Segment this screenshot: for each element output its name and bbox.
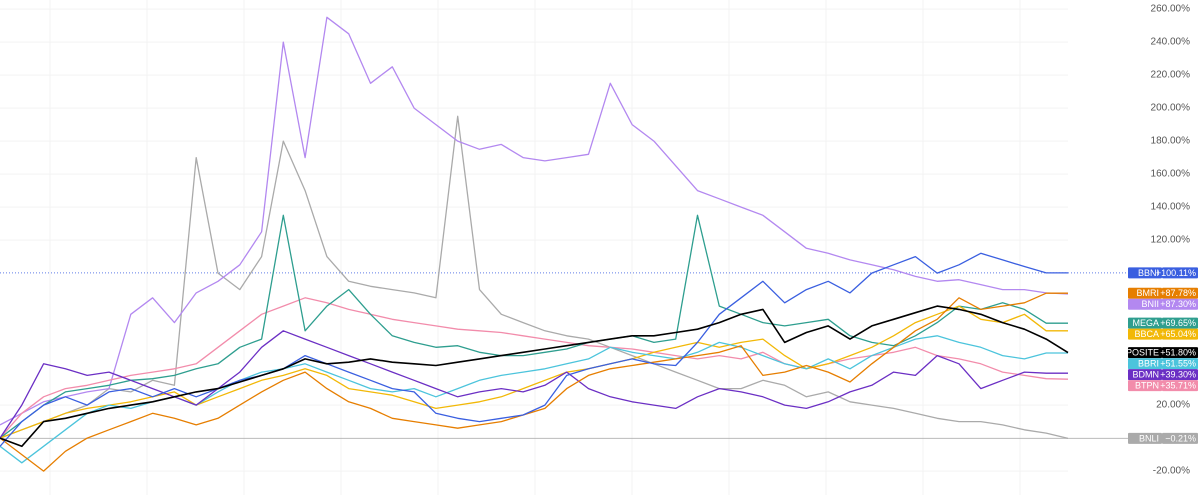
label-name-box <box>1128 298 1162 310</box>
label-name-box <box>1128 328 1162 340</box>
label-value-box <box>1162 317 1198 329</box>
label-value-box <box>1162 298 1198 310</box>
value-label: +51.55% <box>1160 358 1196 368</box>
series-end-label: BBNI+100.11% <box>1128 267 1198 279</box>
series-end-label: BDMN +39.30% <box>1128 369 1198 381</box>
series-line <box>0 297 1069 439</box>
series-line <box>0 115 1069 440</box>
label-value-box <box>1162 432 1198 444</box>
legend-label: BBCA <box>1134 329 1159 339</box>
legend-label: BMRI <box>1137 288 1160 298</box>
label-value-box <box>1162 287 1198 299</box>
label-name-box <box>1128 317 1162 329</box>
series-end-label: BNII +87.30% <box>1128 298 1198 310</box>
series-line <box>0 214 1068 439</box>
label-value-box <box>1162 369 1198 381</box>
series-line <box>0 16 1069 426</box>
label-value-box <box>1162 358 1198 370</box>
series-line <box>0 305 1069 448</box>
label-value-box <box>1162 328 1198 340</box>
series-end-label: BNLI −0.21% <box>1128 432 1198 444</box>
legend-label: BNLI <box>1139 433 1159 443</box>
series-end-label: BMRI +87.78% <box>1128 287 1198 299</box>
legend-label: BDMN <box>1133 369 1160 379</box>
value-label: +87.30% <box>1160 299 1196 309</box>
value-label: +51.80% <box>1160 347 1196 357</box>
value-label: −0.21% <box>1165 433 1196 443</box>
legend-label: BBNI <box>1138 268 1159 278</box>
series-end-label: BBRI +51.55% <box>1128 358 1198 370</box>
legend-label: BNII <box>1141 299 1159 309</box>
series-end-label: MEGA +69.65% <box>1128 317 1198 329</box>
value-label: +100.11% <box>1156 268 1196 278</box>
y-tick-label: 20.00% <box>1156 400 1190 411</box>
series-line <box>0 305 1068 439</box>
y-tick-label: 120.00% <box>1151 235 1191 246</box>
value-label: +87.78% <box>1160 288 1196 298</box>
label-value-box <box>1162 267 1198 279</box>
series-line <box>0 330 1068 439</box>
label-value-box <box>1162 347 1198 359</box>
legend-label: BBRI <box>1138 358 1159 368</box>
value-label: +35.71% <box>1160 380 1196 390</box>
label-name-box <box>1128 380 1162 392</box>
y-tick-label: 140.00% <box>1151 202 1191 213</box>
y-tick-label: 180.00% <box>1151 136 1191 147</box>
value-label: +39.30% <box>1160 369 1196 379</box>
y-tick-label: 260.00% <box>1151 4 1191 15</box>
label-value-box <box>1162 380 1198 392</box>
label-name-box <box>1128 369 1162 381</box>
legend-label: BTPN <box>1135 380 1159 390</box>
label-name-box <box>1128 432 1162 444</box>
series-line <box>0 252 1068 447</box>
y-tick-label: 160.00% <box>1151 169 1191 180</box>
label-name-box <box>1128 267 1162 279</box>
label-name-box <box>1128 347 1162 359</box>
series-end-label: BBCA +65.04% <box>1128 328 1198 340</box>
label-name-box <box>1128 287 1162 299</box>
label-name-box <box>1128 358 1162 370</box>
series-end-label: BTPN +35.71% <box>1128 380 1198 392</box>
y-tick-label: 200.00% <box>1151 103 1191 114</box>
y-tick-label: 240.00% <box>1151 37 1191 48</box>
value-label: +65.04% <box>1160 329 1196 339</box>
y-tick-label: -20.00% <box>1153 466 1190 477</box>
legend-label: MEGA <box>1132 318 1159 328</box>
series-end-label: COMPOSITE +51.80% <box>1105 347 1198 359</box>
legend-label: COMPOSITE <box>1105 347 1159 357</box>
y-tick-label: 220.00% <box>1151 70 1191 81</box>
value-label: +69.65% <box>1160 318 1196 328</box>
series-line <box>0 292 1068 472</box>
